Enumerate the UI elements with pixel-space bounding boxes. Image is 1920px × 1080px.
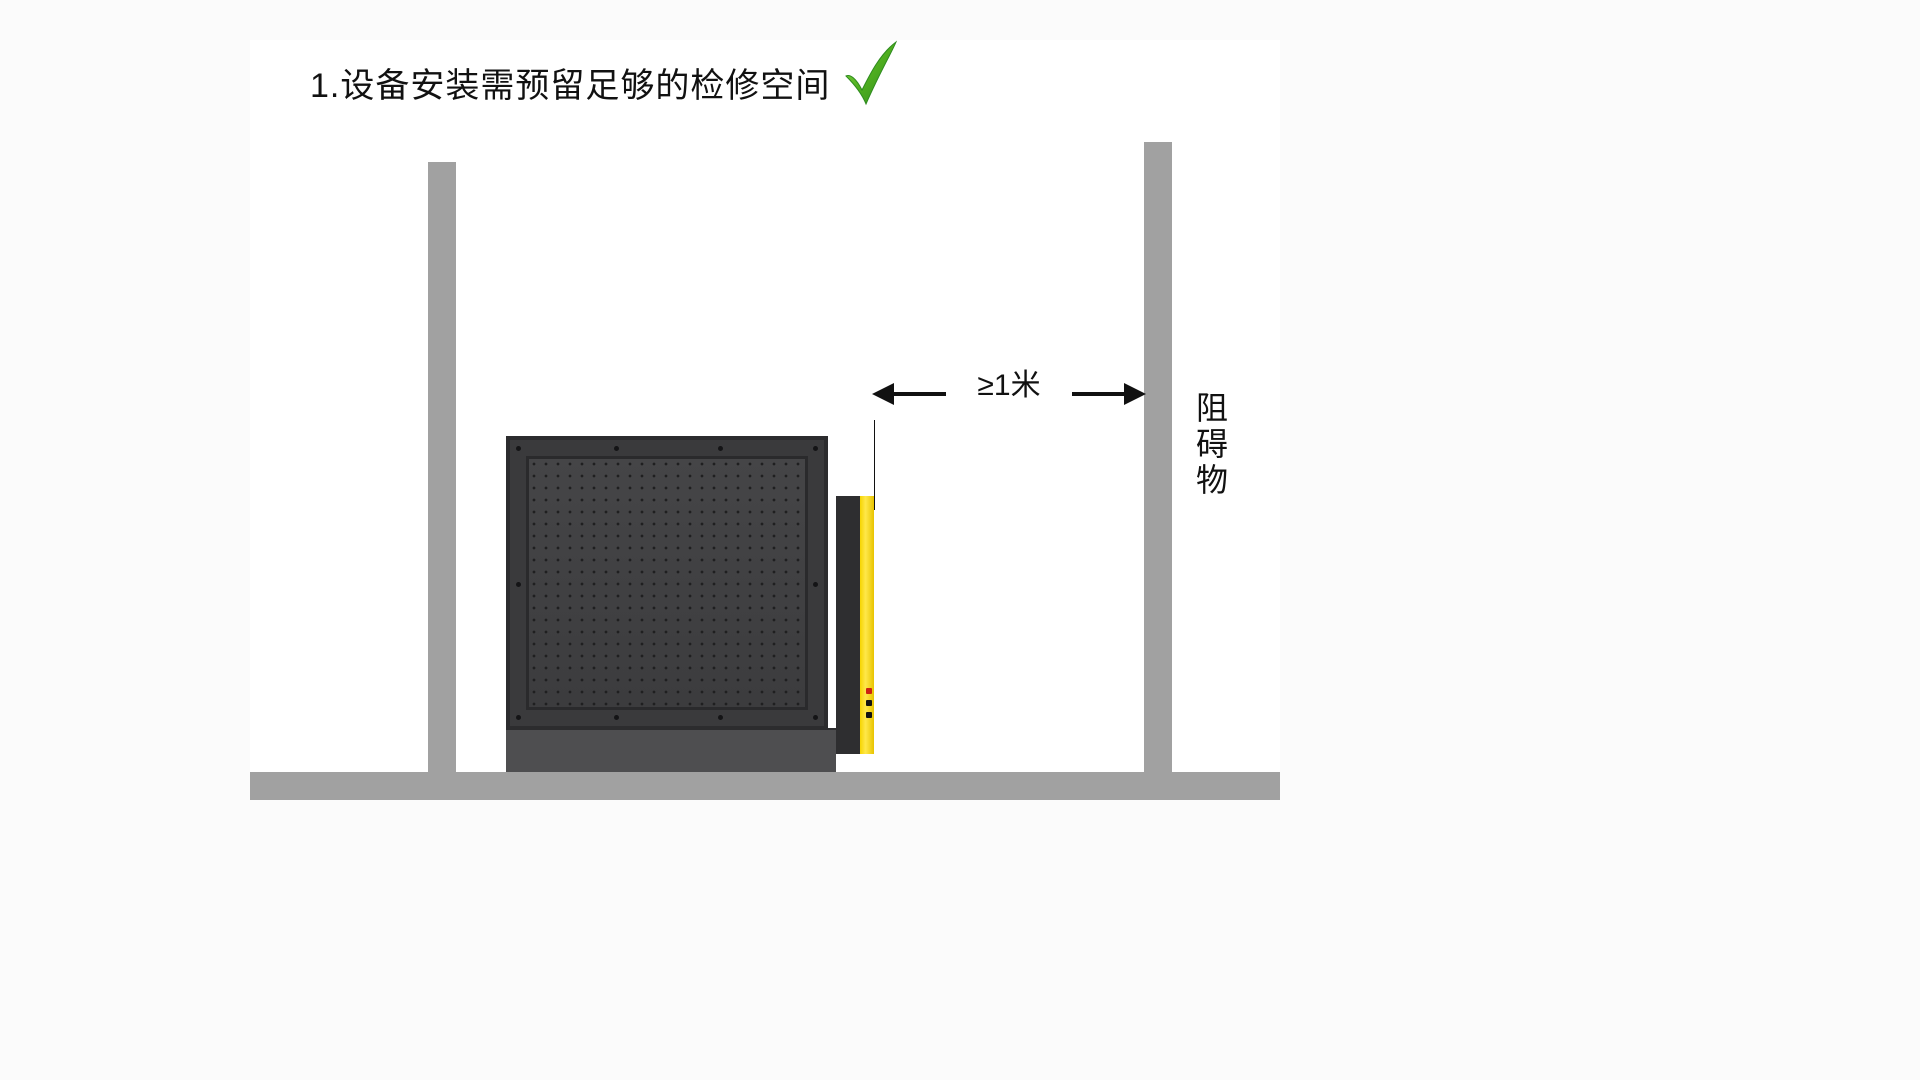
panel-button-black [866, 712, 872, 718]
equipment [506, 432, 836, 772]
obstacle-text: 阻碍物 [1196, 390, 1228, 498]
dimension: ≥1米 [874, 384, 1144, 404]
dimension-line [876, 392, 946, 396]
equipment-frame [506, 436, 828, 730]
dimension-extent-left [874, 420, 875, 510]
diagram-stage: 1.设备安装需预留足够的检修空间 阻碍物 [250, 40, 1280, 800]
rivet [614, 715, 619, 720]
rivet [516, 446, 521, 451]
wall-left [428, 162, 456, 772]
arrow-right-icon [1124, 383, 1146, 405]
rivet [813, 715, 818, 720]
rivet [813, 446, 818, 451]
obstacle-label: 阻碍物 [1194, 390, 1230, 498]
checkmark-icon [840, 38, 900, 108]
dimension-label: ≥1米 [874, 360, 1144, 404]
equipment-base [506, 728, 836, 772]
panel-button-red [866, 688, 872, 694]
rivet [614, 446, 619, 451]
equipment-control-panel [860, 496, 874, 754]
rivet [813, 582, 818, 587]
equipment-mesh [526, 456, 808, 710]
rivet [718, 715, 723, 720]
wall-right [1144, 142, 1172, 772]
rivet [516, 715, 521, 720]
equipment-side-panel [836, 496, 860, 754]
panel-button-black [866, 700, 872, 706]
floor [250, 772, 1280, 800]
rivet [516, 582, 521, 587]
diagram-title: 1.设备安装需预留足够的检修空间 [310, 58, 830, 107]
rivet [718, 446, 723, 451]
